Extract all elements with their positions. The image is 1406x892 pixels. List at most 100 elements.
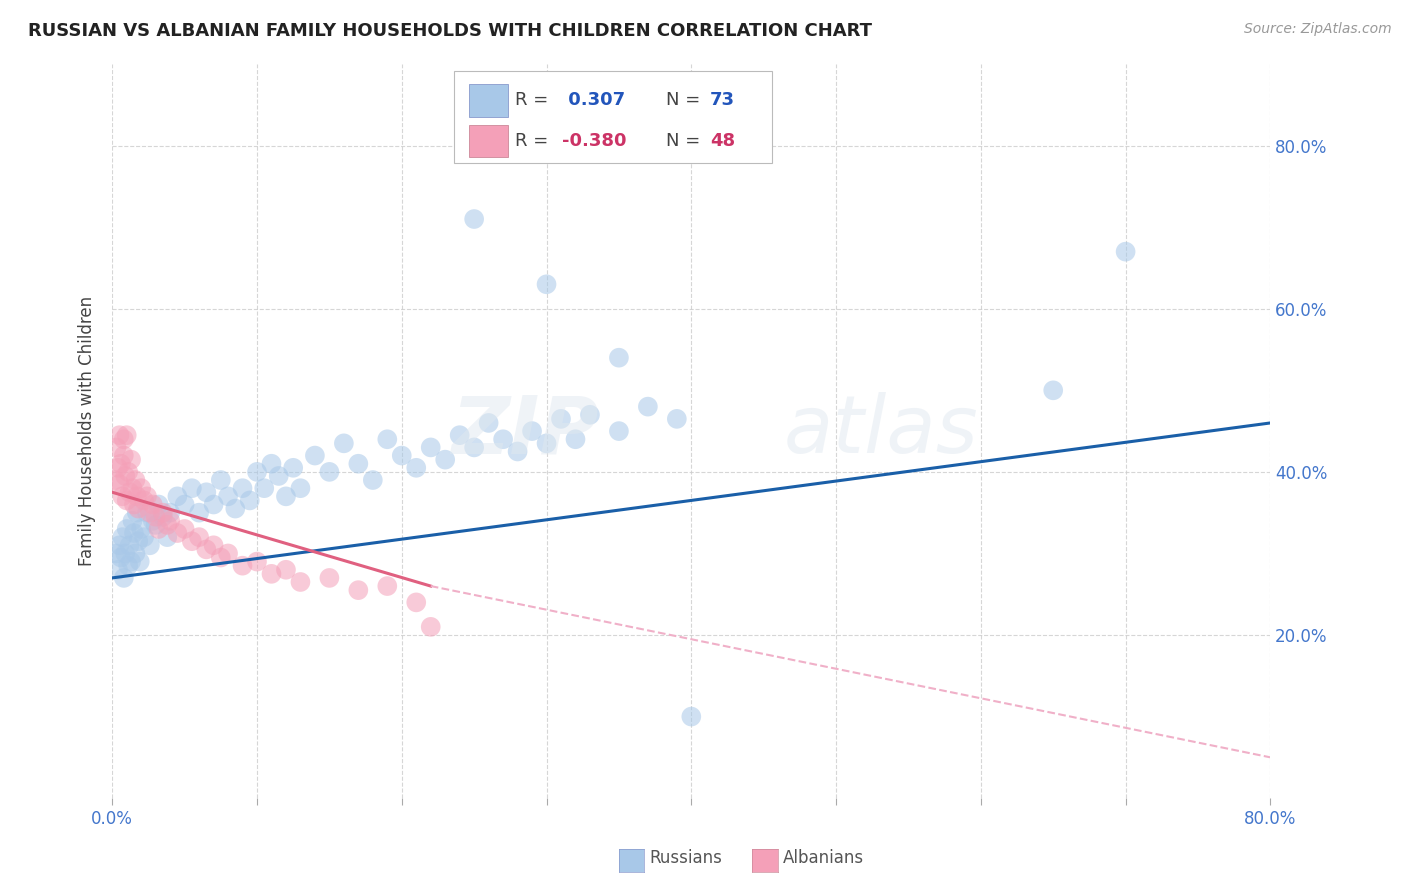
FancyBboxPatch shape xyxy=(454,71,772,163)
Point xyxy=(536,277,558,292)
Point xyxy=(637,400,659,414)
Text: ZIP: ZIP xyxy=(451,392,599,470)
Point xyxy=(492,432,515,446)
Point xyxy=(124,546,146,560)
Point xyxy=(125,506,148,520)
Point xyxy=(564,432,586,446)
Point xyxy=(239,493,262,508)
Point xyxy=(290,574,312,589)
Point xyxy=(145,509,167,524)
Point xyxy=(156,517,179,532)
Point xyxy=(246,555,269,569)
Point xyxy=(112,571,135,585)
Point xyxy=(159,514,181,528)
Point xyxy=(136,489,159,503)
Point xyxy=(195,485,218,500)
Point xyxy=(665,412,688,426)
Point xyxy=(318,465,340,479)
Point xyxy=(217,546,239,560)
Point xyxy=(121,481,143,495)
Point xyxy=(318,571,340,585)
Point xyxy=(607,424,630,438)
Point xyxy=(132,493,155,508)
Point xyxy=(188,530,211,544)
Text: N =: N = xyxy=(666,91,706,110)
Text: atlas: atlas xyxy=(785,392,979,470)
Text: RUSSIAN VS ALBANIAN FAMILY HOUSEHOLDS WITH CHILDREN CORRELATION CHART: RUSSIAN VS ALBANIAN FAMILY HOUSEHOLDS WI… xyxy=(28,22,872,40)
Point xyxy=(681,709,703,723)
Text: Russians: Russians xyxy=(650,849,723,867)
Point xyxy=(290,481,312,495)
Point xyxy=(520,424,543,438)
Point xyxy=(127,501,149,516)
Point xyxy=(217,489,239,503)
Point xyxy=(224,501,246,516)
Point xyxy=(129,522,152,536)
Point xyxy=(231,481,253,495)
Point xyxy=(111,489,134,503)
Point xyxy=(202,498,225,512)
Point xyxy=(107,563,129,577)
Point xyxy=(159,506,181,520)
Point xyxy=(129,481,152,495)
Point xyxy=(148,522,170,536)
Point xyxy=(122,498,145,512)
Point xyxy=(108,538,131,552)
Text: R =: R = xyxy=(515,91,554,110)
Point xyxy=(112,449,135,463)
Point xyxy=(108,428,131,442)
Point xyxy=(579,408,602,422)
Point xyxy=(139,506,162,520)
Point xyxy=(209,550,232,565)
Point xyxy=(124,473,146,487)
Point xyxy=(142,498,165,512)
Point xyxy=(128,555,150,569)
Point xyxy=(202,538,225,552)
Point xyxy=(361,473,384,487)
Point xyxy=(209,473,232,487)
Point xyxy=(152,509,174,524)
Point xyxy=(231,558,253,573)
Point xyxy=(152,506,174,520)
Point xyxy=(112,432,135,446)
Point xyxy=(283,460,305,475)
Point xyxy=(375,579,398,593)
Text: N =: N = xyxy=(666,132,706,150)
Point xyxy=(434,452,457,467)
Point xyxy=(111,530,134,544)
Point xyxy=(405,595,427,609)
Point xyxy=(139,538,162,552)
Point xyxy=(114,546,136,560)
Point xyxy=(1115,244,1137,259)
Point xyxy=(145,517,167,532)
Point xyxy=(110,550,132,565)
FancyBboxPatch shape xyxy=(470,84,509,117)
Point xyxy=(419,620,441,634)
Point xyxy=(419,441,441,455)
Point xyxy=(122,526,145,541)
Point xyxy=(260,566,283,581)
Point xyxy=(333,436,356,450)
Point xyxy=(463,212,485,227)
Point xyxy=(347,583,370,598)
Point xyxy=(142,514,165,528)
Point xyxy=(478,416,501,430)
Point xyxy=(246,465,269,479)
Y-axis label: Family Households with Children: Family Households with Children xyxy=(79,296,96,566)
Point xyxy=(156,530,179,544)
Point xyxy=(117,558,139,573)
Point xyxy=(166,526,188,541)
Point xyxy=(104,473,127,487)
Point xyxy=(536,436,558,450)
Point xyxy=(118,485,141,500)
Point xyxy=(105,441,128,455)
Point xyxy=(114,469,136,483)
Point xyxy=(274,563,297,577)
Text: -0.380: -0.380 xyxy=(561,132,626,150)
Point xyxy=(115,522,138,536)
Point xyxy=(607,351,630,365)
Point xyxy=(117,465,139,479)
Point xyxy=(148,498,170,512)
Point xyxy=(120,555,142,569)
Point xyxy=(110,457,132,471)
